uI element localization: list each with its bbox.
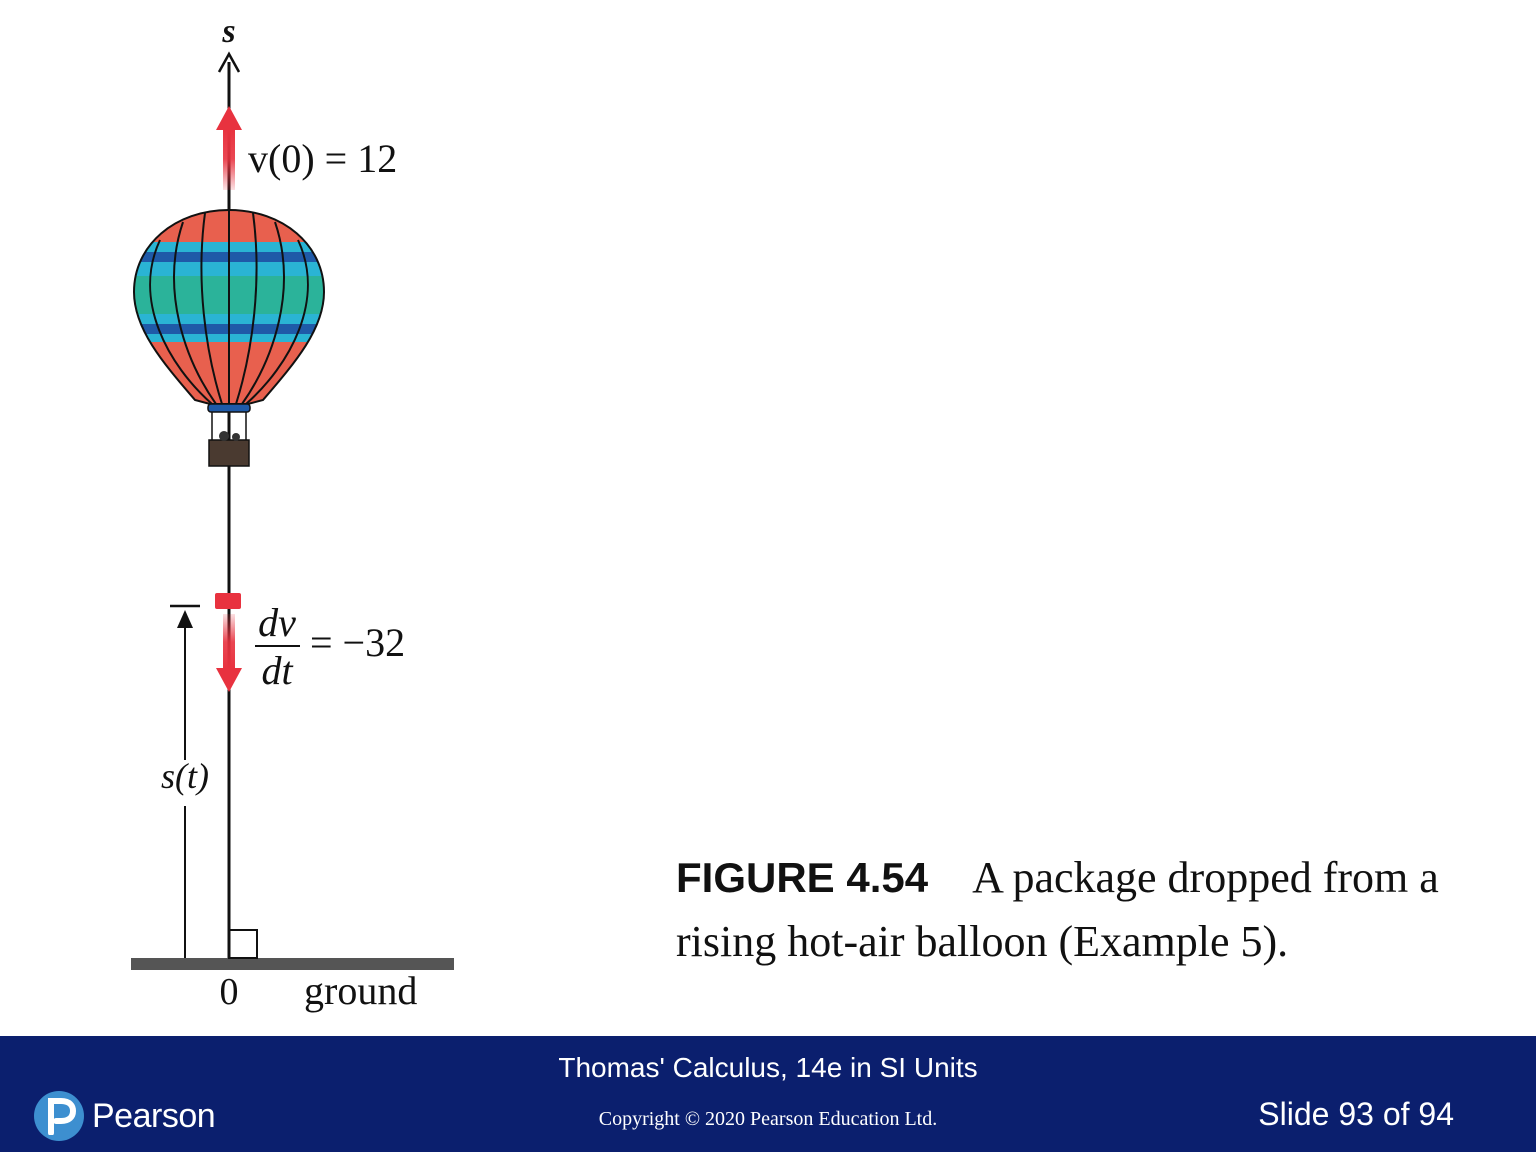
right-angle-marker: [228, 929, 258, 959]
figure-number: FIGURE 4.54: [676, 854, 929, 901]
logo-text: Pearson: [92, 1096, 216, 1135]
acceleration-value: = −32: [310, 620, 405, 665]
dv-numerator: dv: [258, 600, 296, 645]
s-axis-label: s: [221, 13, 235, 50]
acceleration-label: dv dt = −32: [255, 600, 405, 693]
ground-label: ground: [304, 968, 417, 1013]
s-axis: [217, 51, 241, 962]
slide-footer: Thomas' Calculus, 14e in SI Units Pearso…: [0, 1036, 1536, 1152]
copyright-notice: Copyright © 2020 Pearson Education Ltd.: [598, 1108, 938, 1130]
ground-bar: [131, 958, 454, 970]
figure-caption: FIGURE 4.54 A package dropped from a risi…: [676, 846, 1516, 974]
slide-number: Slide 93 of 94: [1258, 1096, 1454, 1132]
acceleration-arrow-down: [216, 614, 242, 692]
package: [215, 593, 241, 609]
book-title: Thomas' Calculus, 14e in SI Units: [558, 1052, 978, 1083]
balloon-figure: s v(0) = 12: [131, 13, 454, 1013]
dt-denominator: dt: [261, 648, 293, 693]
height-label: s(t): [161, 756, 209, 796]
velocity-arrow-up: [216, 106, 242, 190]
caption-text: A package dropped from a rising hot-air …: [676, 853, 1439, 966]
height-dimension: [170, 604, 200, 958]
origin-label: 0: [220, 971, 239, 1013]
initial-velocity-label: v(0) = 12: [248, 136, 397, 181]
pearson-p-icon: [34, 1091, 84, 1141]
pearson-logo: Pearson: [34, 1090, 216, 1142]
